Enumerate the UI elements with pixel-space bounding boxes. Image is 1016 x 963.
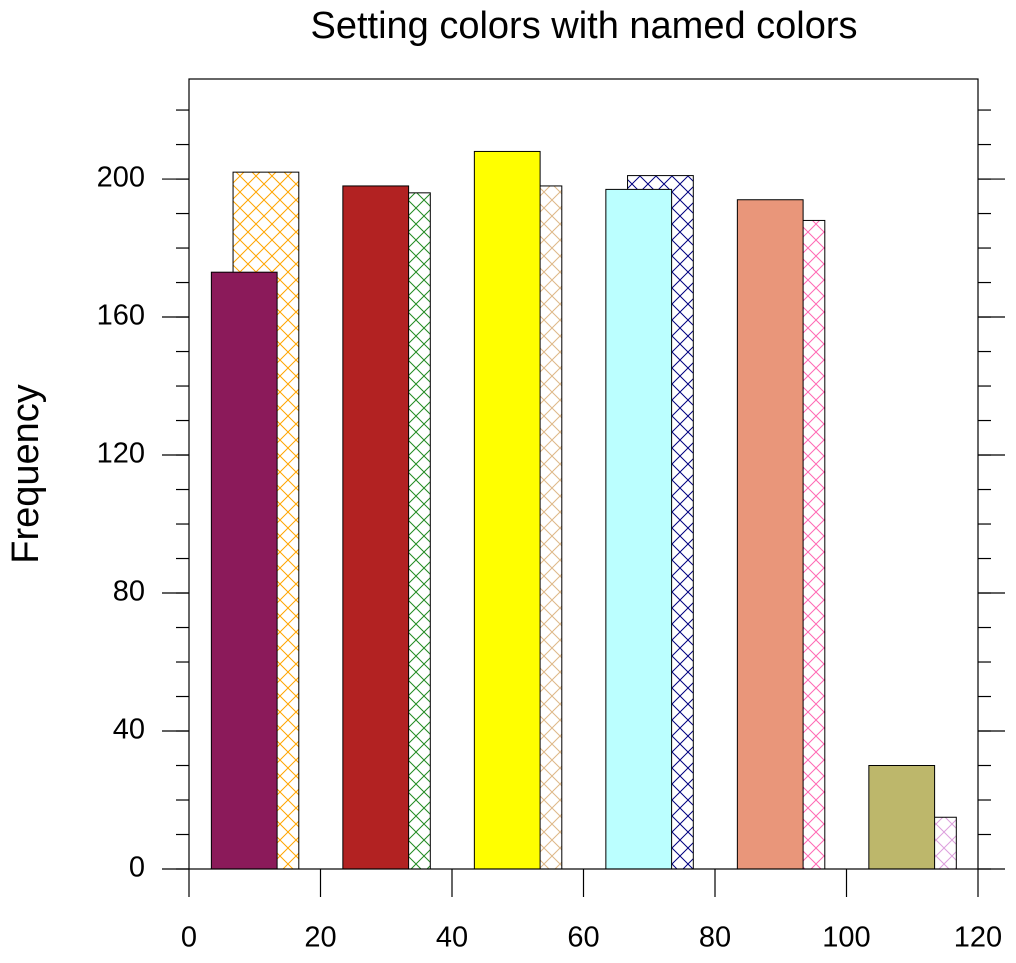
y-tick-label: 200	[97, 162, 145, 194]
y-axis-label: Frequency	[5, 384, 47, 564]
bar	[736, 199, 804, 870]
bar	[473, 150, 541, 870]
bar	[605, 188, 673, 870]
x-tick-label: 0	[181, 922, 197, 954]
x-tick-label: 60	[567, 922, 599, 954]
x-tick-label: 80	[699, 922, 731, 954]
x-tick-label: 100	[822, 922, 870, 954]
bar	[210, 271, 278, 870]
y-tick-label: 0	[129, 852, 145, 884]
bar	[868, 765, 936, 870]
y-tick-label: 120	[97, 438, 145, 470]
bar	[342, 185, 410, 870]
y-tick-label: 40	[113, 714, 145, 746]
x-tick-label: 120	[954, 922, 1002, 954]
x-tick-label: 20	[304, 922, 336, 954]
chart-title: Setting colors with named colors	[310, 5, 857, 47]
plot-frame	[188, 78, 979, 870]
x-tick-label: 40	[436, 922, 468, 954]
y-tick-label: 160	[97, 300, 145, 332]
y-tick-label: 80	[113, 576, 145, 608]
